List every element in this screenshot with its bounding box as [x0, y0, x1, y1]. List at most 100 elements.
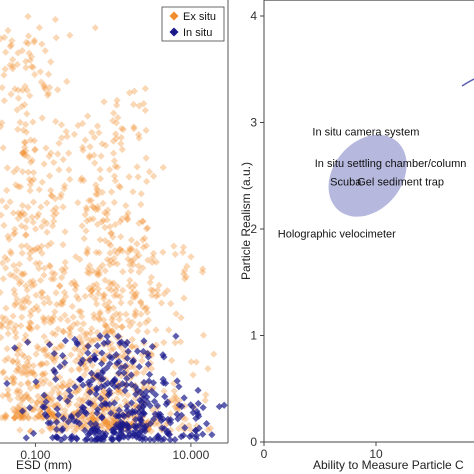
ex-situ-point [39, 346, 47, 354]
ex-situ-point [83, 217, 91, 225]
ex-situ-point [105, 326, 113, 334]
ex-situ-point [142, 364, 151, 373]
ex-situ-point [32, 350, 40, 358]
ex-situ-point [132, 307, 140, 315]
ex-situ-point [117, 372, 125, 380]
ex-situ-point [101, 223, 109, 232]
ex-situ-point [124, 248, 132, 256]
ex-situ-point [43, 359, 51, 367]
ex-situ-point [95, 264, 104, 272]
ex-situ-point [28, 368, 36, 376]
ex-situ-point [62, 127, 70, 136]
ex-situ-point [199, 265, 207, 273]
ex-situ-point [91, 159, 99, 167]
ex-situ-point [29, 246, 37, 254]
ex-situ-point [143, 328, 151, 336]
ex-situ-point [16, 414, 24, 422]
ex-situ-point [43, 228, 51, 236]
ex-situ-point [43, 294, 52, 302]
ex-situ-point [134, 262, 143, 270]
ex-situ-point [113, 283, 121, 291]
ex-situ-point [94, 414, 102, 422]
ex-situ-point [39, 288, 47, 297]
ex-situ-point [0, 83, 6, 92]
in-situ-point [67, 413, 76, 422]
in-situ-point [148, 343, 156, 351]
ex-situ-point [38, 40, 46, 48]
ex-situ-point [13, 386, 21, 395]
ex-situ-point [51, 412, 59, 420]
ex-situ-point [106, 327, 114, 336]
in-situ-point [121, 341, 129, 349]
ex-situ-point [4, 386, 12, 394]
ex-situ-point [11, 290, 19, 298]
ex-situ-point [40, 318, 49, 326]
ex-situ-point [88, 414, 96, 422]
ex-situ-point [19, 412, 27, 420]
ex-situ-point [51, 423, 59, 431]
ex-situ-point [29, 368, 38, 377]
in-situ-point [71, 335, 79, 344]
ex-situ-point [70, 427, 79, 435]
ex-situ-point [187, 426, 195, 434]
ex-situ-point [3, 345, 11, 353]
ex-situ-point [163, 287, 171, 295]
ex-situ-point [16, 118, 24, 126]
ex-situ-point [28, 156, 36, 164]
ex-situ-point [40, 332, 48, 341]
ex-situ-point [70, 130, 78, 138]
ex-situ-point [113, 260, 121, 268]
ex-situ-point [3, 186, 11, 195]
ex-situ-point [25, 49, 33, 57]
in-situ-point [98, 349, 106, 357]
in-situ-point [133, 347, 142, 355]
in-situ-point [135, 363, 143, 371]
ex-situ-point [129, 100, 138, 109]
ex-situ-point [71, 285, 79, 294]
in-situ-point [72, 434, 80, 442]
ex-situ-point [6, 395, 14, 404]
ex-situ-point [9, 209, 18, 217]
ex-situ-point [17, 380, 25, 388]
ex-situ-point [102, 323, 110, 331]
ex-situ-point [104, 304, 112, 312]
ex-situ-point [109, 345, 118, 353]
in-situ-point [107, 379, 116, 388]
ex-situ-point [61, 311, 69, 319]
in-situ-point [39, 403, 47, 411]
ex-situ-point [67, 366, 76, 374]
ex-situ-point [26, 249, 34, 258]
ex-situ-point [11, 85, 19, 93]
ex-situ-point [98, 405, 107, 413]
ex-situ-point [135, 134, 143, 142]
ex-situ-point [28, 177, 36, 185]
ex-situ-point [59, 241, 67, 249]
ex-situ-point [154, 291, 162, 299]
ex-situ-point [141, 84, 149, 93]
ex-situ-point [130, 363, 138, 371]
in-situ-point [146, 435, 154, 444]
ex-situ-point [177, 338, 185, 346]
ex-situ-point [30, 38, 38, 46]
in-situ-point [117, 427, 126, 435]
in-situ-point [129, 358, 137, 366]
ex-situ-point [47, 275, 55, 283]
ex-situ-point [131, 312, 139, 320]
ex-situ-point [141, 234, 149, 242]
ex-situ-point [73, 422, 81, 430]
ex-situ-point [27, 158, 35, 166]
ex-situ-point [127, 236, 136, 244]
ex-situ-point [0, 71, 8, 79]
in-situ-point [93, 384, 101, 392]
ex-situ-point [44, 395, 52, 403]
in-situ-point [52, 375, 60, 383]
ex-situ-point [18, 304, 26, 312]
ex-situ-point [77, 422, 85, 430]
ex-situ-point [202, 391, 210, 399]
ex-situ-point [50, 402, 59, 411]
in-situ-point [91, 436, 99, 444]
ex-situ-point [105, 415, 113, 423]
ex-situ-point [108, 280, 116, 288]
ex-situ-point [136, 320, 144, 329]
ex-situ-point [51, 308, 59, 316]
